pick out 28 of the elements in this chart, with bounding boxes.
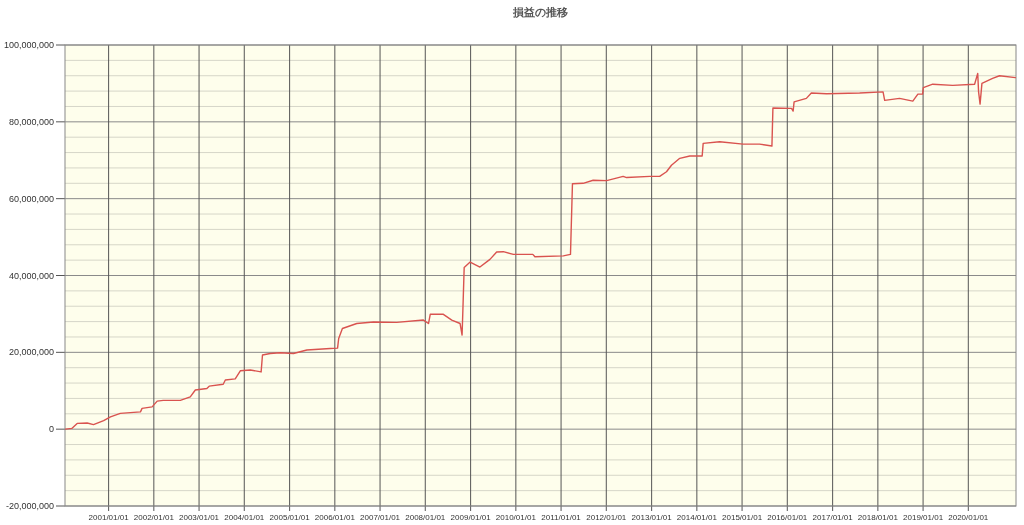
y-tick-label: 60,000,000 — [8, 193, 54, 204]
x-tick-label: 2009/01/01 — [450, 513, 492, 522]
y-tick-label: -20,000,000 — [5, 501, 54, 511]
y-tick-label: 40,000,000 — [8, 270, 54, 281]
x-tick-label: 2003/01/01 — [179, 513, 220, 522]
chart-title: 損益の推移 — [512, 6, 568, 19]
x-tick-label: 2002/01/01 — [133, 513, 175, 522]
x-tick-label: 2016/01/01 — [767, 513, 808, 522]
y-tick-label: 100,000,000 — [3, 40, 54, 50]
y-tick-label: 0 — [48, 424, 54, 435]
x-tick-label: 2010/01/01 — [495, 513, 537, 522]
x-tick-label: 2006/01/01 — [314, 513, 356, 522]
x-tick-label: 2007/01/01 — [360, 513, 401, 522]
x-tick-label: 2011/01/01 — [541, 513, 582, 522]
x-tick-label: 2012/01/01 — [586, 513, 627, 522]
x-tick-label: 2018/01/01 — [857, 513, 899, 522]
x-tick-label: 2013/01/01 — [631, 513, 673, 522]
x-tick-label: 2019/01/01 — [903, 513, 944, 522]
y-tick-label: 20,000,000 — [8, 347, 54, 358]
x-tick-label: 2017/01/01 — [812, 513, 854, 522]
x-tick-label: 2020/01/01 — [948, 513, 989, 522]
x-tick-label: 2005/01/01 — [269, 513, 311, 522]
x-tick-label: 2001/01/01 — [88, 513, 130, 522]
x-tick-label: 2008/01/01 — [405, 513, 446, 522]
x-tick-label: 2014/01/01 — [676, 513, 718, 522]
y-tick-label: 80,000,000 — [8, 116, 54, 127]
x-tick-label: 2004/01/01 — [224, 513, 265, 522]
x-tick-label: 2015/01/01 — [722, 513, 763, 522]
